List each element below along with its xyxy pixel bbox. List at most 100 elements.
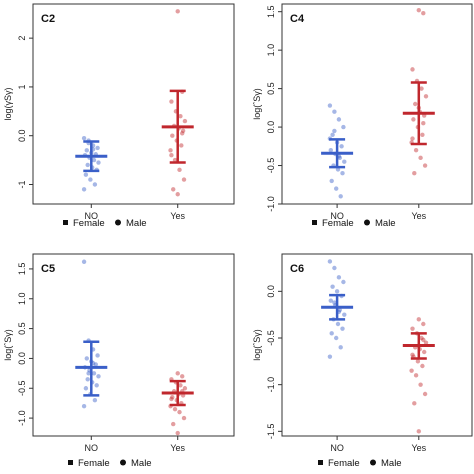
data-point xyxy=(181,415,187,421)
data-point xyxy=(340,171,345,176)
legend-label: Male xyxy=(126,218,147,229)
data-point xyxy=(332,128,337,134)
data-point xyxy=(327,103,333,108)
data-point xyxy=(330,132,335,137)
legend-circle-icon xyxy=(364,219,370,226)
data-point xyxy=(342,312,347,317)
data-point xyxy=(334,289,340,294)
data-point xyxy=(327,354,333,359)
y-tick-label: 0.5 xyxy=(266,82,276,95)
x-tick-label: NO xyxy=(85,211,99,221)
legend-circle-icon xyxy=(120,459,126,466)
data-point xyxy=(334,335,339,341)
legend-label: Female xyxy=(322,218,354,229)
x-tick-label: NO xyxy=(330,211,344,221)
data-point xyxy=(172,406,178,412)
y-tick-label: -1 xyxy=(17,180,27,188)
panel-label: C4 xyxy=(290,13,305,25)
data-point xyxy=(170,395,175,400)
data-point xyxy=(84,148,89,153)
data-point xyxy=(332,109,337,114)
data-point xyxy=(421,321,426,327)
data-point xyxy=(423,94,429,99)
data-point xyxy=(332,300,337,305)
data-point xyxy=(329,178,334,184)
data-point xyxy=(420,363,425,369)
data-point xyxy=(83,172,89,177)
data-point xyxy=(169,153,174,158)
legend-square-icon xyxy=(312,220,317,225)
y-axis-title: log(ˆSγ) xyxy=(252,329,262,361)
data-point xyxy=(342,159,347,164)
data-point xyxy=(419,86,424,91)
data-point xyxy=(84,356,89,361)
y-tick-label: 1.0 xyxy=(17,292,27,305)
y-tick-label: -0.5 xyxy=(17,381,27,397)
legend-label: Female xyxy=(328,458,360,469)
panel-label: C6 xyxy=(290,263,304,275)
data-point xyxy=(415,359,421,364)
data-point xyxy=(95,145,100,151)
data-point xyxy=(410,136,415,141)
data-point xyxy=(422,349,427,355)
data-point xyxy=(338,194,343,199)
data-point xyxy=(92,397,98,403)
data-point xyxy=(172,157,178,163)
panel-label: C5 xyxy=(41,263,55,275)
data-point xyxy=(171,187,176,192)
data-point xyxy=(81,187,87,192)
data-point xyxy=(175,371,180,376)
y-axis-title: log(ˆSγ) xyxy=(252,88,262,120)
legend-circle-icon xyxy=(115,219,121,226)
data-point xyxy=(91,371,97,376)
data-point xyxy=(410,67,415,72)
data-point xyxy=(421,337,426,343)
y-tick-label: 1.5 xyxy=(17,263,27,276)
data-point xyxy=(329,331,334,336)
y-tick-label: 0.0 xyxy=(17,129,27,142)
y-tick-label: -1.0 xyxy=(17,410,27,426)
panel-label: C2 xyxy=(41,13,55,25)
data-point xyxy=(421,11,426,16)
data-point xyxy=(175,430,180,436)
data-point xyxy=(416,429,421,434)
y-tick-label: 0.0 xyxy=(17,352,27,365)
data-point xyxy=(85,377,90,382)
data-point xyxy=(327,259,333,264)
y-tick-label: 1.0 xyxy=(266,44,276,57)
data-point xyxy=(330,284,335,289)
data-point xyxy=(179,143,184,148)
legend-label: Male xyxy=(131,458,152,469)
data-point xyxy=(336,117,342,122)
legend-label: Male xyxy=(381,458,402,469)
data-point xyxy=(328,298,333,303)
data-point xyxy=(416,7,421,13)
x-tick-label: NO xyxy=(330,443,344,453)
data-point xyxy=(177,167,182,173)
data-point xyxy=(180,374,185,379)
data-point xyxy=(94,383,99,388)
data-point xyxy=(409,368,414,373)
data-point xyxy=(180,128,186,134)
legend-square-icon xyxy=(68,460,73,465)
x-tick-label: Yes xyxy=(170,443,185,453)
data-point xyxy=(91,157,97,163)
data-point xyxy=(412,401,417,406)
data-point xyxy=(180,131,185,136)
data-point xyxy=(170,133,175,138)
y-tick-label: 2 xyxy=(17,36,27,41)
data-point xyxy=(334,186,339,191)
data-point xyxy=(81,403,87,409)
data-point xyxy=(177,409,182,415)
data-point xyxy=(422,391,428,397)
data-point xyxy=(337,307,342,313)
data-point xyxy=(410,326,415,331)
data-point xyxy=(92,182,98,187)
y-tick-label: 0.0 xyxy=(266,285,276,298)
y-tick-label: -1.5 xyxy=(266,424,276,440)
data-point xyxy=(182,386,188,391)
legend-square-icon xyxy=(63,220,68,225)
plot-frame xyxy=(281,253,473,437)
data-point xyxy=(95,353,100,358)
